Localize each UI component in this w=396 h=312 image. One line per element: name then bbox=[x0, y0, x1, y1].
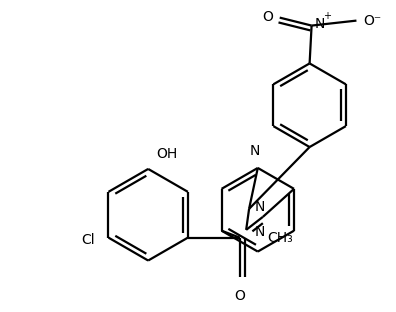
Text: +: + bbox=[323, 11, 331, 21]
Text: N: N bbox=[249, 144, 260, 158]
Text: Cl: Cl bbox=[81, 233, 95, 246]
Text: N: N bbox=[254, 225, 265, 239]
Text: O⁻: O⁻ bbox=[364, 14, 382, 27]
Text: N: N bbox=[255, 200, 265, 214]
Text: O: O bbox=[234, 290, 245, 303]
Text: OH: OH bbox=[156, 147, 177, 161]
Text: CH₃: CH₃ bbox=[267, 231, 293, 245]
Text: O: O bbox=[262, 10, 273, 24]
Text: N: N bbox=[314, 17, 325, 31]
